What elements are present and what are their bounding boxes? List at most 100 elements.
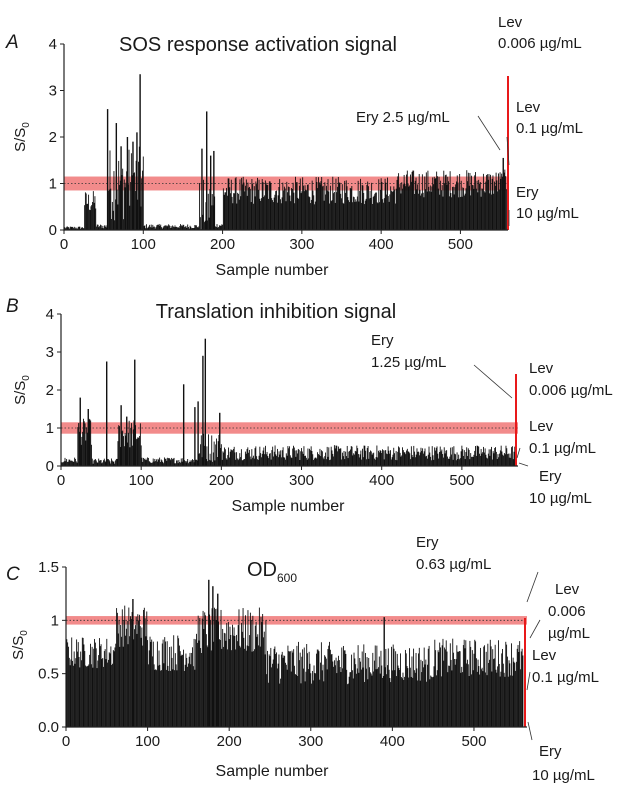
bar	[82, 431, 84, 466]
bar	[405, 186, 407, 230]
bar	[378, 179, 380, 230]
bar	[450, 659, 452, 727]
bar	[97, 660, 99, 727]
bar	[281, 450, 283, 466]
bar	[483, 191, 485, 230]
bar	[131, 175, 133, 230]
bar	[214, 196, 216, 230]
bar	[239, 453, 241, 466]
bar	[295, 176, 296, 230]
bar	[506, 448, 508, 466]
bars	[64, 74, 507, 230]
bar	[148, 461, 150, 466]
bar	[336, 673, 338, 727]
bar	[77, 228, 78, 230]
bar	[220, 444, 222, 466]
bar	[420, 447, 422, 466]
bar	[305, 457, 307, 466]
bar	[200, 648, 202, 727]
bar	[68, 227, 70, 230]
bar	[146, 228, 148, 230]
bar	[276, 455, 278, 466]
bar	[130, 616, 131, 727]
bar	[349, 450, 351, 466]
bar	[126, 621, 128, 727]
bar	[433, 666, 435, 727]
bar	[140, 206, 142, 230]
bar	[412, 457, 414, 466]
bar	[365, 450, 367, 466]
bar	[314, 457, 316, 466]
bar	[140, 637, 142, 727]
bar	[298, 198, 300, 230]
bar	[298, 449, 300, 466]
bar	[220, 609, 222, 727]
bar	[169, 670, 171, 727]
bar	[166, 460, 168, 466]
bar	[310, 673, 312, 727]
bar	[212, 452, 214, 466]
bar	[87, 665, 89, 727]
bar	[371, 675, 373, 727]
bar	[301, 656, 303, 727]
bar	[432, 676, 434, 727]
bar	[471, 674, 472, 727]
bar	[494, 181, 495, 230]
bar	[472, 670, 474, 727]
bar	[482, 188, 484, 230]
bar	[255, 446, 257, 466]
bar	[184, 227, 185, 230]
bar	[144, 460, 146, 466]
bar	[491, 178, 493, 230]
bar	[133, 639, 135, 727]
bar	[137, 199, 139, 230]
bar	[465, 188, 467, 230]
bar	[455, 659, 457, 727]
x-tick-label: 0	[62, 733, 70, 750]
bar	[227, 455, 229, 466]
bar	[66, 459, 68, 466]
bar	[440, 676, 442, 727]
bar	[487, 458, 488, 466]
bar	[250, 202, 252, 230]
bar	[407, 183, 409, 230]
bar	[262, 450, 264, 466]
bar	[204, 445, 205, 466]
bar	[329, 459, 331, 466]
bar	[114, 647, 116, 727]
bar	[216, 608, 218, 727]
bar	[177, 635, 179, 727]
bar	[322, 185, 324, 230]
bar	[426, 191, 428, 230]
bar	[79, 226, 81, 230]
bar	[463, 188, 465, 230]
bar	[435, 650, 437, 727]
bar	[368, 186, 369, 230]
bar	[459, 651, 461, 727]
bar	[256, 636, 258, 727]
bar	[400, 193, 402, 230]
bar	[149, 636, 151, 727]
bar	[357, 180, 359, 230]
bar	[265, 182, 267, 230]
x-tick-label: 100	[135, 733, 160, 750]
bar	[205, 615, 206, 727]
bar	[495, 172, 497, 230]
bar	[483, 446, 484, 466]
bar	[510, 457, 512, 466]
bar	[117, 441, 119, 466]
x-tick-label: 500	[461, 733, 486, 750]
bar	[75, 658, 77, 727]
bar	[429, 185, 431, 230]
bar	[443, 660, 445, 727]
bar	[147, 457, 149, 466]
bar	[401, 455, 403, 466]
bar	[168, 670, 170, 727]
bar	[322, 457, 324, 466]
bar	[396, 179, 398, 230]
bar	[469, 640, 471, 727]
bar	[382, 677, 384, 727]
bar	[373, 671, 375, 727]
bar	[112, 663, 113, 727]
bar	[418, 173, 420, 230]
